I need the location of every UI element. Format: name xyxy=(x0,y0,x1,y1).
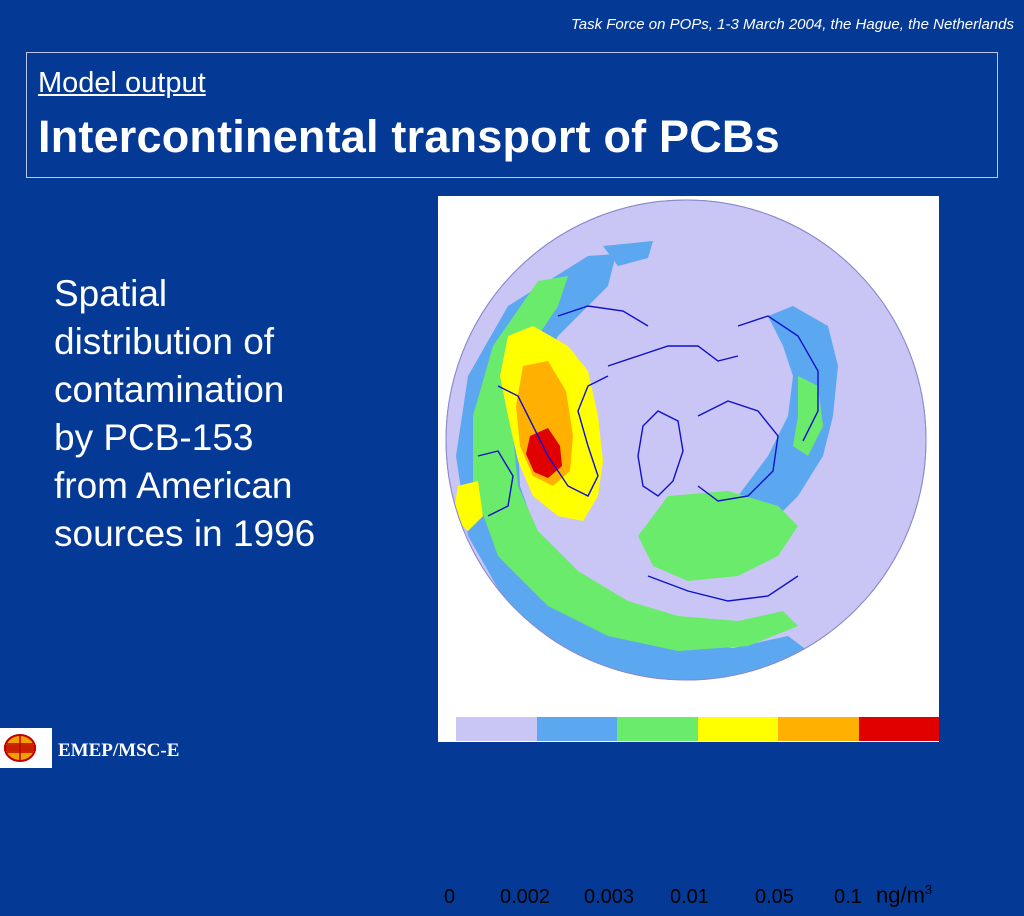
contamination-zone-green xyxy=(793,376,823,456)
description-line: Spatial xyxy=(54,273,168,314)
slide-subtitle: Model output xyxy=(38,67,206,99)
legend-unit: ng/m3 xyxy=(876,882,933,908)
description-line: from American xyxy=(54,465,293,507)
logo-globe-icon xyxy=(4,734,36,762)
contamination-zone-green xyxy=(473,276,798,651)
contamination-zone-red xyxy=(526,428,562,478)
legend-label: 0.05 xyxy=(755,886,794,908)
header-note: Task Force on POPs, 1-3 March 2004, the … xyxy=(570,16,1014,33)
contamination-zone-green xyxy=(638,491,798,581)
description-text: Spatial distribution of contamination by… xyxy=(54,270,414,559)
description-line: by PCB-153 xyxy=(54,417,254,459)
slide-title: Intercontinental transport of PCBs xyxy=(38,111,780,162)
legend-label: 0.1 xyxy=(834,886,862,908)
legend-label: 0.003 xyxy=(584,886,635,908)
title-box: Model output Intercontinental transport … xyxy=(26,52,998,178)
description-line: sources in 1996 xyxy=(54,513,316,555)
legend-label: 0 xyxy=(444,886,456,908)
map-legend-colorbar xyxy=(456,717,939,741)
map-legend-labels: 0 0.002 0.003 0.01 0.05 0.1 ng/m3 xyxy=(438,882,939,916)
legend-swatch xyxy=(858,717,939,741)
polar-map xyxy=(445,199,927,681)
map-panel: 0 0.002 0.003 0.01 0.05 0.1 ng/m3 xyxy=(438,196,939,908)
description-line: contamination xyxy=(54,369,285,411)
contamination-zone-blue xyxy=(603,241,653,266)
globe-outline xyxy=(445,199,927,681)
legend-swatch xyxy=(456,717,537,741)
legend-swatch xyxy=(536,717,617,741)
legend-swatch xyxy=(697,717,778,741)
legend-swatch xyxy=(778,717,859,741)
msc-e-logo xyxy=(0,728,52,768)
legend-label: 0.002 xyxy=(500,886,551,908)
coastlines xyxy=(477,305,819,602)
legend-swatch xyxy=(617,717,698,741)
contamination-zone-yellow xyxy=(453,481,483,531)
footer-org: EMEP/MSC-E xyxy=(58,740,180,761)
legend-label: 0.01 xyxy=(670,886,709,908)
contamination-zone-blue xyxy=(718,306,838,541)
description-line: distribution of xyxy=(54,321,275,363)
